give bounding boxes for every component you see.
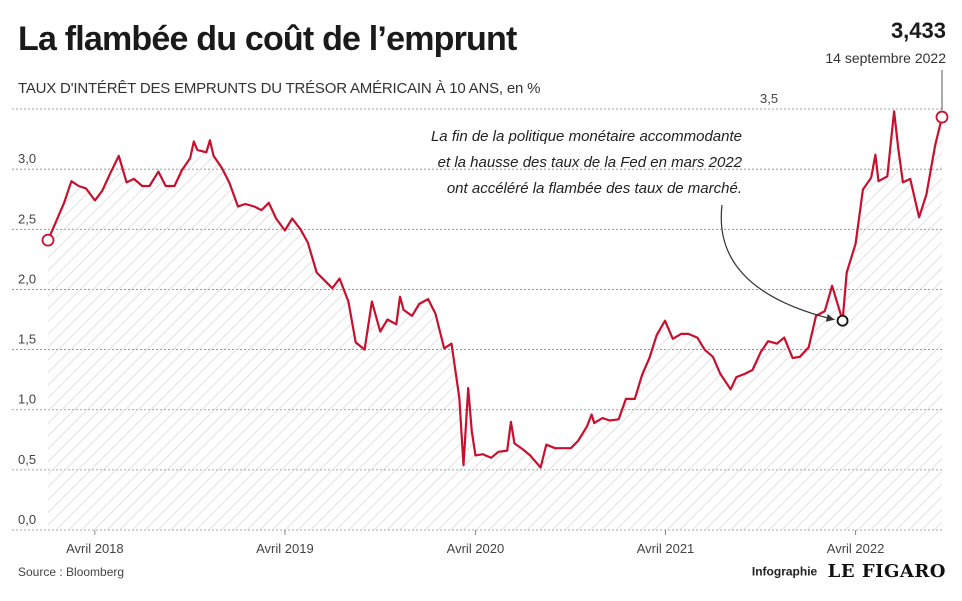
y-tick-label: 1,5 <box>18 332 36 347</box>
data-marker <box>935 110 949 124</box>
y-tick-label: 0,0 <box>18 512 36 527</box>
data-marker <box>41 233 55 247</box>
last-date-label: 14 septembre 2022 <box>825 50 946 66</box>
annotation-line-1: La fin de la politique monétaire accommo… <box>431 128 742 145</box>
x-tick-label: Avril 2022 <box>827 541 885 556</box>
series-line <box>46 110 944 469</box>
y-tick-label: 1,0 <box>18 392 36 407</box>
annotation-arrow <box>720 204 835 321</box>
last-value-label: 3,433 <box>890 18 946 43</box>
y-tick-label: 0,5 <box>18 452 36 467</box>
chart-title: La flambée du coût de l’emprunt <box>18 20 517 58</box>
x-tick-label: Avril 2020 <box>447 541 505 556</box>
le-figaro-logo: LE FIGARO <box>827 561 946 582</box>
tick-layer: 0,0 0,5 1,0 1,5 2,0 2,5 3,0 3,5 Avril 2018 Avril … <box>18 91 884 556</box>
annotation-line-2: et la hausse des taux de la Fed en mars … <box>438 154 743 171</box>
credit-label: Infographie <box>751 564 818 579</box>
credit: Infographie LE FIGARO <box>752 561 946 582</box>
y-tick-label: 2,0 <box>18 271 36 286</box>
annotation-line-3: ont accéléré la flambée des taux de marc… <box>447 180 742 197</box>
chart-subtitle: TAUX D'INTÉRÊT DES EMPRUNTS DU TRÉSOR AM… <box>18 80 541 97</box>
data-marker <box>836 314 849 327</box>
y-tick-label: 3,5 <box>760 91 778 106</box>
y-tick-label: 3,0 <box>18 151 36 166</box>
arrow-head <box>825 313 835 322</box>
hatched-area <box>48 111 942 531</box>
y-tick-label: 2,5 <box>18 211 36 226</box>
x-tick-label: Avril 2021 <box>637 541 695 556</box>
marker-layer <box>41 110 949 327</box>
source-note: Source : Bloomberg <box>18 565 125 579</box>
x-tick-label: Avril 2019 <box>256 541 314 556</box>
x-tick-label: Avril 2018 <box>66 541 124 556</box>
